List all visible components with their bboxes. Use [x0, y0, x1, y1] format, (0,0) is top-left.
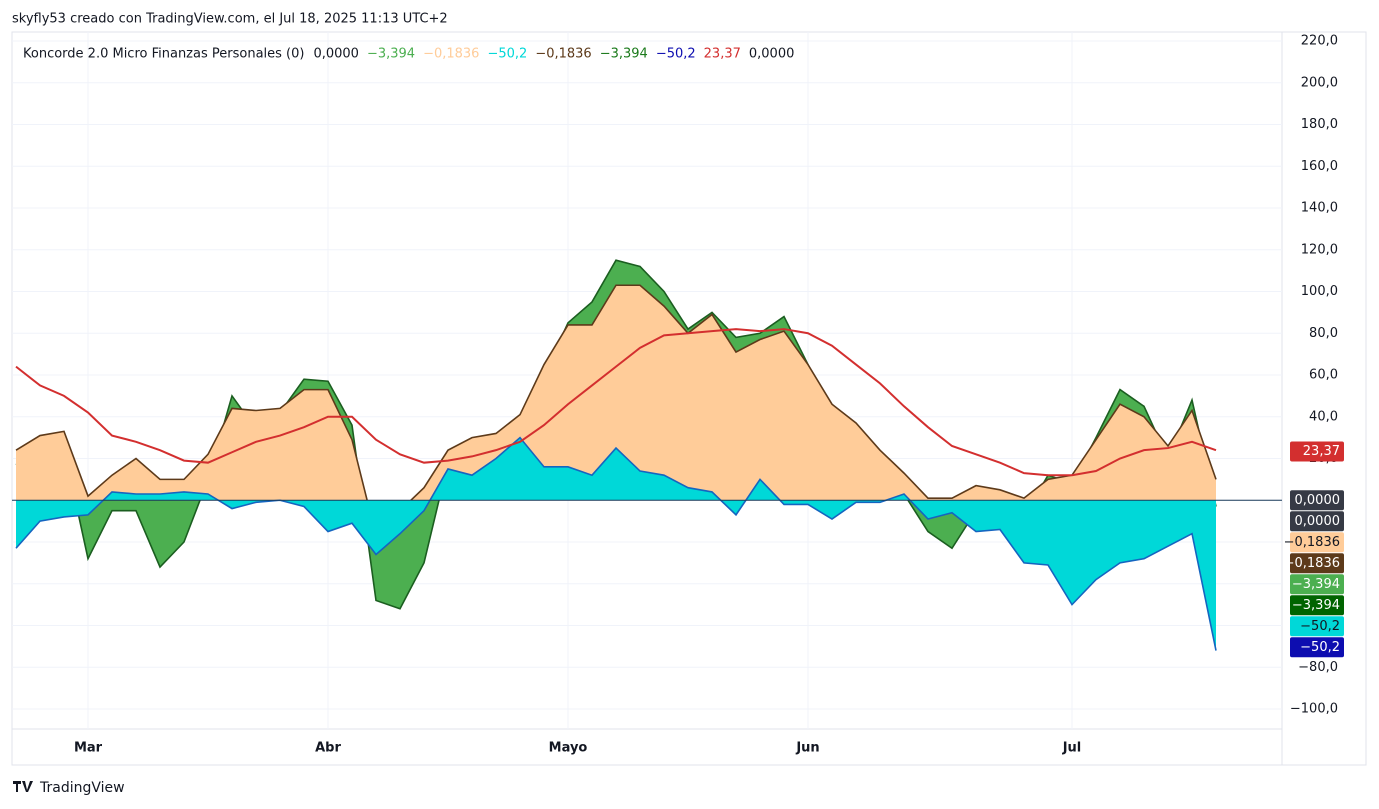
- y-tick-label: −100,0: [1290, 702, 1338, 717]
- y-tick-label: 80,0: [1309, 326, 1338, 341]
- x-tick-label: Mayo: [549, 741, 588, 756]
- y-tick-label: 180,0: [1301, 117, 1338, 132]
- line: [15, 328, 1217, 477]
- x-tick-label: Abr: [315, 741, 341, 756]
- axis-tag-label: −3,394: [1292, 598, 1340, 613]
- y-tick-label: 60,0: [1309, 368, 1338, 383]
- axis-tag: [1290, 511, 1344, 532]
- y-tick-label: −80,0: [1298, 660, 1338, 675]
- area: [16, 285, 1216, 536]
- legend-value: −50,2: [656, 47, 696, 62]
- credit: skyfly53 creado con TradingView.com, el …: [12, 12, 448, 27]
- area-line: [15, 436, 1217, 651]
- legend-title: Koncorde 2.0 Micro Finanzas Personales (…: [23, 47, 304, 62]
- legend-value: −3,394: [367, 47, 415, 62]
- axis-tag: [1290, 637, 1344, 658]
- legend-value: 23,37: [704, 47, 741, 62]
- y-tick-label: 200,0: [1301, 75, 1338, 90]
- area: [16, 437, 1216, 651]
- x-tick-label: Jun: [795, 741, 819, 756]
- y-tick-label: 40,0: [1309, 409, 1338, 424]
- legend-value: −50,2: [487, 47, 527, 62]
- axis-tag: [1290, 595, 1344, 616]
- y-tick-label: 140,0: [1301, 201, 1338, 216]
- axis-tag: [1290, 574, 1344, 595]
- frame: [11, 31, 1367, 766]
- brand: TradingView: [39, 780, 125, 796]
- axis-tag-label: 0,0000: [1295, 514, 1341, 529]
- x-tick-label: Mar: [74, 741, 103, 756]
- y-tick-label: 120,0: [1301, 242, 1338, 257]
- x-tick-label: Jul: [1062, 741, 1082, 756]
- axis-tag-label: −0,1836: [1284, 556, 1340, 571]
- legend-value: 0,0000: [313, 47, 359, 62]
- axis-tag-label: −3,394: [1292, 577, 1340, 592]
- axis-tag-label: 23,37: [1303, 444, 1340, 459]
- legend-value: −0,1836: [535, 47, 591, 62]
- legend-value: 0,0000: [749, 47, 795, 62]
- axis-tag: [1290, 616, 1344, 637]
- brand-logo: [13, 781, 33, 792]
- legend-value: −0,1836: [423, 47, 479, 62]
- axis-tag: [1290, 441, 1344, 462]
- axis-tag: [1290, 532, 1344, 553]
- axis-tag-label: −0,1836: [1284, 535, 1340, 550]
- axis-tag: [1290, 553, 1344, 574]
- area-line: [15, 284, 1217, 538]
- legend-value: −3,394: [600, 47, 648, 62]
- y-tick-label: 160,0: [1301, 159, 1338, 174]
- y-tick-label: 100,0: [1301, 284, 1338, 299]
- axis-tag-label: −50,2: [1300, 619, 1340, 634]
- y-tick-label: 220,0: [1301, 34, 1338, 49]
- axis-tag-label: 0,0000: [1295, 493, 1341, 508]
- axis-tag-label: −50,2: [1300, 640, 1340, 655]
- axis-tag: [1290, 490, 1344, 511]
